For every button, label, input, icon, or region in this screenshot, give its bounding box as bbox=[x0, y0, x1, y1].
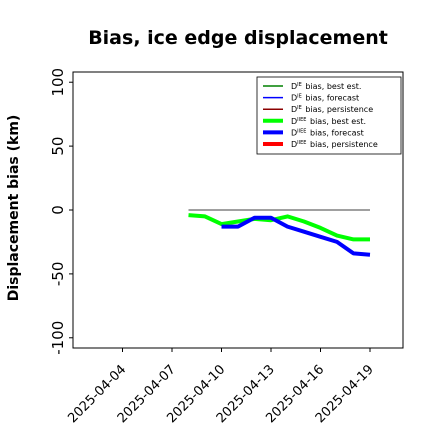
legend-label-5: DIIEE bias, persistence bbox=[291, 140, 378, 149]
legend-label-2: DIE bias, persistence bbox=[291, 105, 373, 114]
legend-label-4: DIIEE bias, forecast bbox=[291, 128, 364, 137]
y-tick-label: 100 bbox=[49, 68, 67, 97]
series-line-4 bbox=[221, 215, 371, 257]
legend-label-3: DIIEE bias, best est. bbox=[291, 117, 366, 126]
legend: DIE bias, best est. DIE bias, forecast DIE… bbox=[256, 76, 402, 155]
y-tick-label: -100 bbox=[49, 321, 67, 355]
y-tick-label: 0 bbox=[49, 205, 67, 215]
legend-box bbox=[256, 76, 402, 155]
legend-label-1: DIE bias, forecast bbox=[291, 94, 359, 103]
series-line-3 bbox=[188, 213, 370, 242]
y-tick-label: 50 bbox=[49, 137, 67, 156]
legend-label-0: DIE bias, best est. bbox=[291, 82, 361, 91]
y-axis-label: Displacement bias (km) bbox=[6, 115, 22, 302]
chart-title: Bias, ice edge displacement bbox=[88, 27, 388, 49]
y-tick-label: -50 bbox=[49, 262, 67, 287]
